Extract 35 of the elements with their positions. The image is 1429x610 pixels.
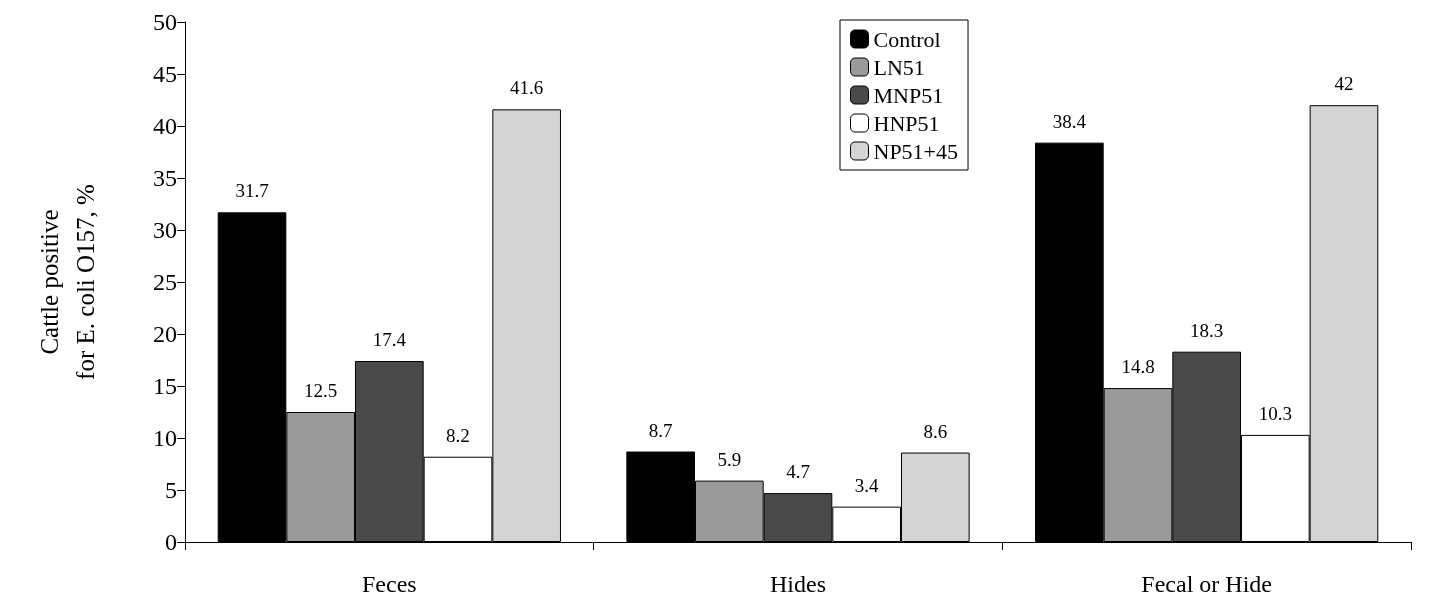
data-label: 38.4 <box>1052 110 1087 132</box>
data-label: 3.4 <box>854 474 880 496</box>
y-axis-title: Cattle positive for E. coli O157, % <box>35 184 99 380</box>
data-label: 8.6 <box>923 420 948 442</box>
data-label: 42 <box>1334 73 1354 95</box>
data-label: 17.4 <box>372 329 407 351</box>
y-tick-label: 5 <box>165 477 177 503</box>
legend-label: HNP51 <box>873 110 940 136</box>
legend-label: Control <box>873 26 941 52</box>
data-label: 41.6 <box>510 77 544 99</box>
data-label: 8.2 <box>446 424 470 446</box>
y-tick-label: 50 <box>153 9 177 35</box>
data-label: 18.3 <box>1190 319 1224 341</box>
data-label: 10.3 <box>1258 402 1292 424</box>
y-tick-label: 30 <box>153 217 177 243</box>
y-tick-label: 35 <box>153 165 177 191</box>
y-tick-label: 20 <box>153 321 177 347</box>
data-label: 14.8 <box>1121 356 1155 378</box>
data-label: 31.7 <box>235 180 269 202</box>
data-label: 12.5 <box>304 380 338 401</box>
y-tick-label: 45 <box>153 61 177 87</box>
data-label: 5.9 <box>717 448 742 470</box>
legend-label: LN51 <box>873 54 925 80</box>
x-tick-label: Feces <box>362 571 417 597</box>
y-tick-label: 10 <box>153 425 177 451</box>
x-tick-label: Fecal or Hide <box>1141 571 1272 597</box>
x-tick-label: Hides <box>770 571 826 597</box>
legend-label: MNP51 <box>873 82 944 108</box>
data-label: 8.7 <box>648 419 673 441</box>
y-tick-label: 15 <box>153 373 177 399</box>
legend-label: NP51+45 <box>873 138 959 164</box>
y-tick-label: 40 <box>153 113 177 139</box>
data-label: 4.7 <box>786 461 810 483</box>
y-tick-label: 0 <box>165 529 177 555</box>
y-tick-label: 25 <box>153 269 177 295</box>
